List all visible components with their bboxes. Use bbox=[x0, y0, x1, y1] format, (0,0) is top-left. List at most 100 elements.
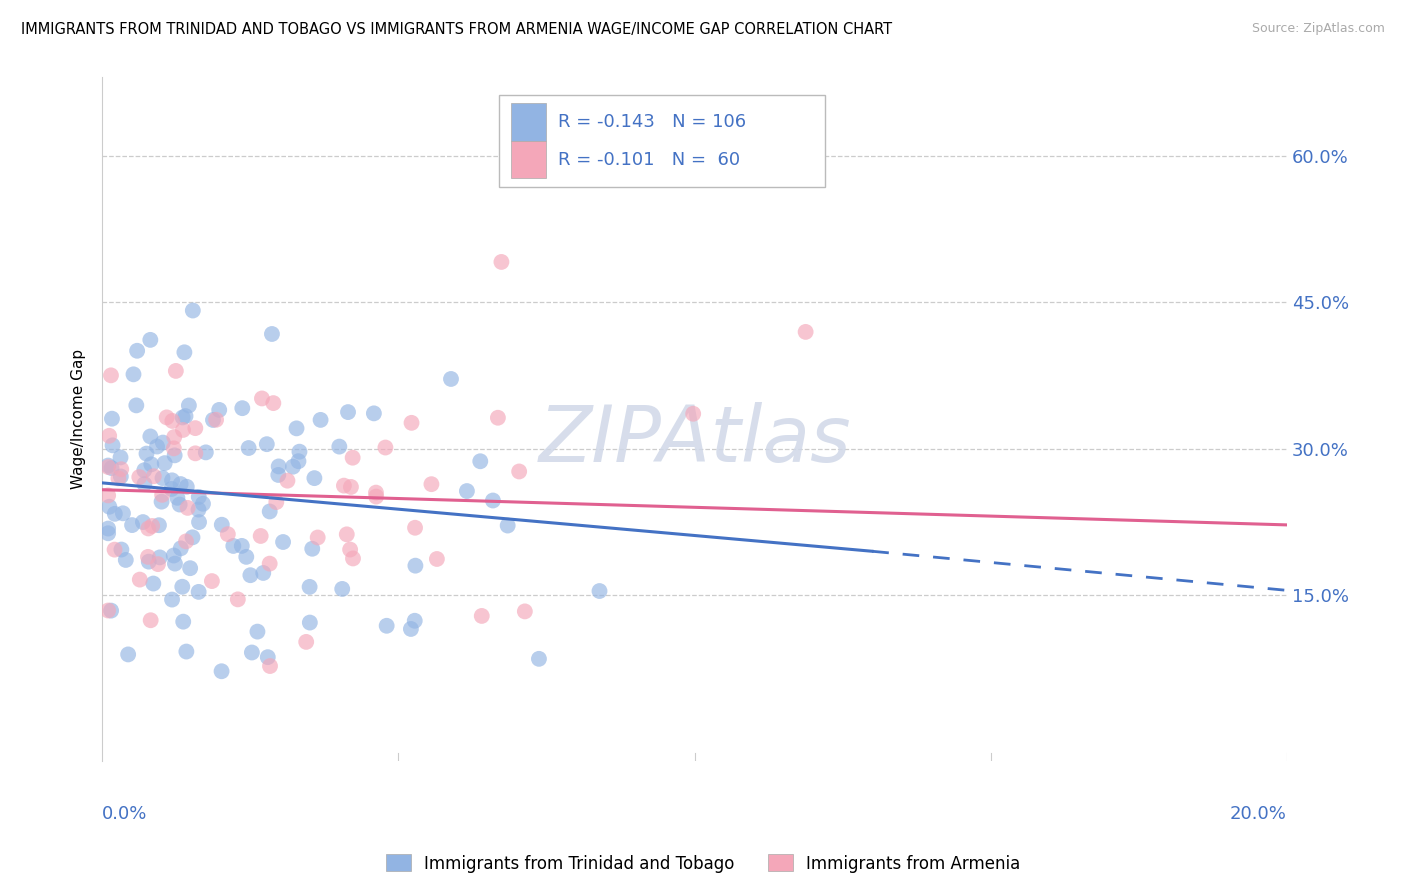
Point bbox=[136, 521, 159, 535]
Point bbox=[122, 368, 145, 382]
Point bbox=[139, 613, 162, 627]
Point bbox=[128, 470, 150, 484]
Point bbox=[471, 609, 494, 624]
Point bbox=[252, 566, 274, 580]
Text: R = -0.143   N = 106: R = -0.143 N = 106 bbox=[558, 113, 747, 131]
Point bbox=[588, 584, 610, 599]
Point bbox=[100, 604, 122, 618]
Point bbox=[508, 465, 530, 479]
Point bbox=[426, 552, 449, 566]
Point bbox=[111, 506, 134, 520]
Point bbox=[97, 526, 120, 541]
Point bbox=[187, 490, 209, 504]
Point bbox=[107, 471, 129, 485]
Point bbox=[276, 474, 298, 488]
Point bbox=[97, 460, 120, 475]
Point bbox=[342, 551, 364, 566]
Point bbox=[194, 445, 217, 459]
Point bbox=[176, 500, 198, 515]
Point bbox=[211, 665, 233, 679]
Point bbox=[97, 603, 120, 617]
Point bbox=[330, 582, 353, 596]
Point bbox=[141, 519, 163, 533]
Point bbox=[117, 648, 139, 662]
Text: ZIPAtlas: ZIPAtlas bbox=[538, 402, 851, 478]
Point bbox=[128, 573, 150, 587]
Point bbox=[114, 553, 136, 567]
Y-axis label: Wage/Income Gap: Wage/Income Gap bbox=[72, 350, 86, 490]
Text: 20.0%: 20.0% bbox=[1230, 805, 1286, 823]
Text: IMMIGRANTS FROM TRINIDAD AND TOBAGO VS IMMIGRANTS FROM ARMENIA WAGE/INCOME GAP C: IMMIGRANTS FROM TRINIDAD AND TOBAGO VS I… bbox=[21, 22, 893, 37]
Point bbox=[794, 325, 817, 339]
Point bbox=[172, 615, 194, 629]
Point bbox=[172, 410, 194, 425]
Point bbox=[148, 518, 170, 533]
Point bbox=[110, 462, 132, 476]
Point bbox=[163, 549, 186, 563]
Point bbox=[176, 480, 198, 494]
Point bbox=[231, 539, 253, 553]
Point bbox=[101, 438, 124, 452]
Point bbox=[174, 409, 197, 423]
Point bbox=[363, 406, 385, 420]
Point bbox=[513, 604, 536, 618]
Text: 0.0%: 0.0% bbox=[103, 805, 148, 823]
Point bbox=[404, 614, 426, 628]
Point bbox=[201, 413, 224, 427]
Point bbox=[456, 484, 478, 499]
Point bbox=[163, 430, 186, 444]
Point bbox=[162, 414, 184, 428]
Point bbox=[181, 303, 204, 318]
Point bbox=[307, 531, 329, 545]
Point bbox=[281, 459, 304, 474]
Point bbox=[364, 485, 387, 500]
Point bbox=[146, 557, 169, 571]
Point bbox=[262, 396, 284, 410]
Text: R = -0.101   N =  60: R = -0.101 N = 60 bbox=[558, 151, 741, 169]
Text: Source: ZipAtlas.com: Source: ZipAtlas.com bbox=[1251, 22, 1385, 36]
Point bbox=[527, 652, 550, 666]
Point bbox=[285, 421, 308, 435]
Point bbox=[136, 549, 159, 564]
Point bbox=[121, 518, 143, 533]
Point bbox=[309, 413, 332, 427]
Point bbox=[97, 458, 120, 473]
Point bbox=[177, 399, 200, 413]
Point bbox=[100, 368, 122, 383]
Point bbox=[165, 364, 187, 378]
Point bbox=[336, 527, 359, 541]
Point bbox=[172, 580, 194, 594]
Point bbox=[404, 521, 426, 535]
Point bbox=[187, 585, 209, 599]
Point bbox=[256, 650, 278, 665]
Point bbox=[470, 454, 492, 468]
Point bbox=[491, 255, 513, 269]
Point bbox=[139, 429, 162, 443]
Point bbox=[374, 441, 396, 455]
Point bbox=[97, 522, 120, 536]
Point bbox=[496, 518, 519, 533]
Point bbox=[217, 527, 239, 541]
Point bbox=[135, 447, 157, 461]
Point bbox=[304, 471, 326, 485]
Point bbox=[375, 619, 398, 633]
Point bbox=[249, 529, 271, 543]
Point bbox=[440, 372, 463, 386]
Point bbox=[342, 450, 364, 465]
Point bbox=[152, 471, 174, 485]
Point bbox=[138, 555, 160, 569]
Point bbox=[271, 535, 294, 549]
Point bbox=[134, 477, 156, 491]
Point bbox=[420, 477, 443, 491]
Point bbox=[127, 343, 149, 358]
Point bbox=[163, 448, 186, 462]
Point bbox=[146, 440, 169, 454]
Point bbox=[163, 442, 186, 456]
Point bbox=[104, 507, 127, 521]
Point bbox=[172, 423, 194, 437]
Point bbox=[250, 392, 273, 406]
Point bbox=[399, 622, 422, 636]
Point bbox=[333, 478, 356, 492]
Point bbox=[340, 480, 363, 494]
Point bbox=[301, 541, 323, 556]
